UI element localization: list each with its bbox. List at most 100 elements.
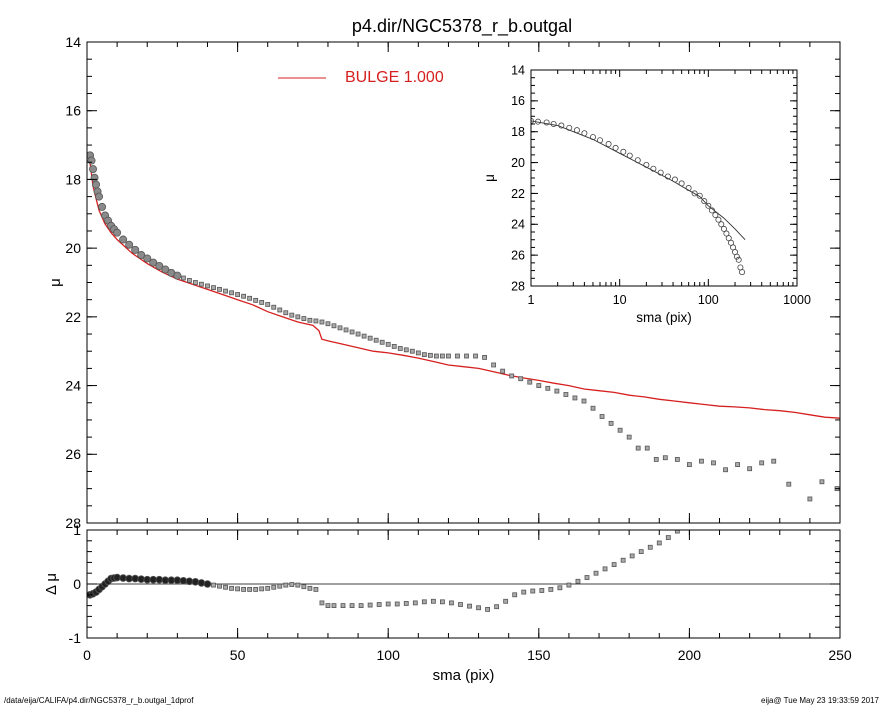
inset-ytick-label: 16 (511, 94, 525, 108)
inset-point (543, 119, 550, 126)
residual-series (87, 530, 680, 612)
main-point (349, 329, 355, 335)
inset-point (589, 134, 596, 141)
main-point (131, 245, 140, 254)
main-point (482, 354, 487, 360)
legend-label: BULGE 1.000 (345, 69, 444, 86)
residual-point (229, 585, 234, 591)
residual-point (349, 603, 355, 608)
main-point (313, 318, 319, 324)
main-point (253, 297, 259, 303)
inset-point (718, 221, 725, 228)
inset-xtick-label: 1 (528, 293, 535, 307)
main-point (187, 278, 192, 283)
residual-point (656, 540, 662, 546)
main-point (379, 339, 385, 345)
residual-ytick-label: -1 (69, 630, 82, 646)
residual-point (367, 602, 373, 608)
residual-point (539, 588, 545, 593)
inset-xtick-label: 1000 (783, 293, 811, 307)
inset-ytick-label: 22 (511, 187, 525, 201)
residual-point (385, 601, 391, 607)
main-ytick-label: 18 (65, 171, 81, 187)
residual-point (253, 587, 259, 592)
main-point (361, 333, 367, 339)
residual-point (325, 603, 331, 608)
main-point (143, 254, 152, 263)
main-point (247, 295, 253, 301)
main-point (205, 283, 210, 289)
main-point (295, 314, 301, 320)
residual-point (295, 582, 301, 588)
residual-point (203, 580, 212, 588)
footer-file-path: /data/eija/CALIFA/p4.dir/NGC5378_r_b.out… (4, 696, 194, 705)
residual-point (247, 587, 253, 592)
main-point (235, 292, 241, 297)
residual-point (331, 603, 337, 608)
residual-point (521, 589, 527, 595)
chart-title: p4.dir/NGC5378_r_b.outgal (352, 16, 572, 37)
main-point (608, 420, 614, 426)
residual-xtick-label: 250 (828, 647, 852, 663)
inset-point (715, 216, 722, 223)
main-point (319, 319, 325, 325)
residual-point (467, 603, 472, 609)
inset-point (550, 121, 557, 128)
main-point (92, 180, 101, 189)
residual-point (440, 599, 445, 605)
residual-point (620, 557, 626, 563)
main-ytick-label: 22 (65, 309, 81, 325)
residual-point (191, 578, 200, 586)
main-plot: 14 16 18 20 22 24 26 28 μ (47, 34, 841, 531)
main-point (397, 346, 403, 351)
main-point (193, 280, 198, 285)
residual-point (638, 549, 644, 554)
main-point (403, 347, 409, 353)
residual-xtick-label: 200 (678, 647, 702, 663)
main-point (161, 265, 170, 274)
main-point (572, 395, 578, 401)
inset-point (735, 256, 742, 263)
residual-point (241, 587, 247, 592)
residual-xtick-label: 150 (527, 647, 551, 663)
main-point (265, 302, 271, 307)
main-point (635, 445, 641, 451)
main-point (119, 235, 128, 244)
main-point (427, 352, 433, 358)
main-point (536, 383, 542, 388)
residual-point (358, 603, 364, 608)
main-point (711, 460, 716, 466)
main-point (289, 312, 295, 318)
residual-point (494, 604, 500, 610)
main-point (687, 462, 692, 467)
inset-series (531, 117, 746, 276)
residual-point (340, 603, 346, 608)
residual-point (217, 583, 222, 589)
inset-point (701, 198, 708, 205)
inset-ylabel: μ (482, 174, 497, 182)
main-point (545, 385, 551, 391)
residual-point (611, 562, 617, 567)
main-point (421, 352, 427, 358)
main-point (229, 290, 234, 296)
main-point (446, 353, 451, 359)
main-ytick-label: 24 (65, 377, 81, 393)
main-point (385, 341, 391, 347)
inset-xtick-label: 100 (698, 293, 719, 307)
inset-point (573, 127, 580, 134)
residual-point (197, 579, 206, 587)
main-point (527, 379, 533, 385)
main-point (367, 335, 373, 341)
residual-point (421, 599, 427, 605)
inset-xtick-label: 10 (613, 293, 627, 307)
inset-background (531, 70, 797, 286)
main-point (464, 353, 469, 359)
main-point (217, 286, 222, 292)
main-point (590, 405, 596, 411)
inset-point (723, 230, 730, 237)
residual-point (271, 584, 277, 590)
inset-point (605, 141, 612, 148)
main-point (653, 457, 659, 462)
